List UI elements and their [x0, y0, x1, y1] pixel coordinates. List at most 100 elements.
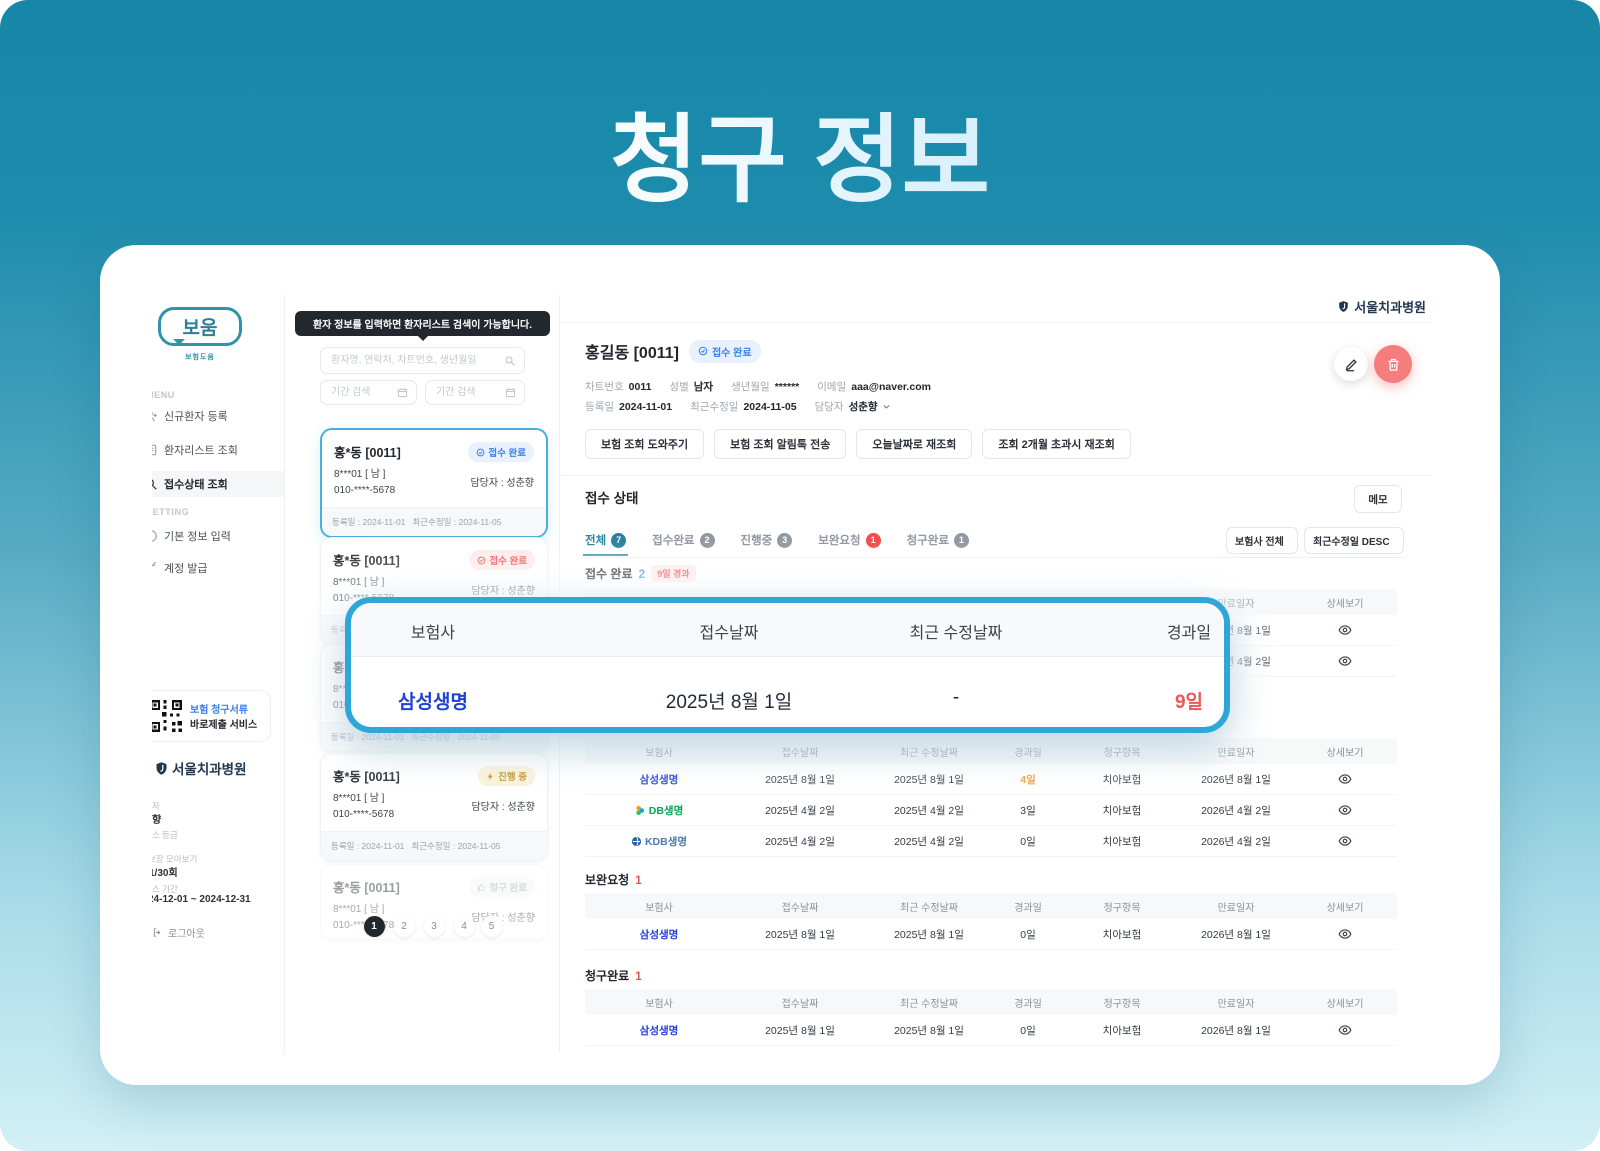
chevron-down-icon	[883, 405, 890, 409]
callout-header	[351, 603, 1224, 657]
detail-view-button[interactable]	[1293, 927, 1397, 941]
search-input[interactable]	[329, 354, 500, 367]
edit-button[interactable]	[1334, 347, 1368, 381]
sidebar-item-basic-info[interactable]: 기본 정보 입력	[152, 523, 284, 549]
eye-icon	[1338, 929, 1352, 939]
sort-dropdown[interactable]: 최근수정일 DESC	[1304, 527, 1404, 554]
hospital-brand-label: 서울치과병원	[1354, 300, 1426, 315]
memo-button[interactable]: 메모	[1354, 485, 1402, 513]
tab-claim-complete[interactable]: 청구완료 1	[907, 532, 969, 548]
tab-all[interactable]: 전체 7	[582, 532, 629, 556]
page-button-4[interactable]: 4	[453, 916, 475, 937]
logout-icon	[153, 928, 161, 937]
callout-elapsed-days: 9일	[1174, 692, 1204, 713]
detail-view-button[interactable]	[1293, 803, 1397, 817]
sidebar-item-reception-status[interactable]: 접수상태 조회	[152, 471, 284, 497]
patient-rrn: 8***01 [ 남 ]	[334, 469, 386, 480]
date-to-input[interactable]	[434, 386, 501, 399]
page-button-1[interactable]: 1	[363, 916, 385, 937]
requery-over-2months-button[interactable]: 조회 2개월 초과시 재조회	[982, 429, 1131, 459]
detail-view-button[interactable]	[1293, 834, 1397, 848]
table-row: 삼성생명 2025년 8월 1일 2025년 8월 1일 0일 치아보험 202…	[585, 1015, 1397, 1046]
key-icon	[152, 561, 157, 567]
tabs-divider	[585, 557, 1404, 558]
tab-reception-complete[interactable]: 접수완료 2	[652, 532, 715, 548]
qr-card-subtitle: 바로제출 서비스	[190, 720, 258, 731]
insurer-filter-dropdown[interactable]: 보험사 전체	[1226, 527, 1298, 554]
hospital-brand: 서울치과병원	[1337, 297, 1426, 316]
patient-header-name: 홍길동 [0011]	[585, 345, 679, 362]
patient-card[interactable]: 홍*동 [0011] 8***01 [ 남 ] 010-****-5678 진행…	[320, 753, 548, 861]
status-tabs: 전체 7 접수완료 2 진행중 3 보완요청 1 청구완료 1	[582, 525, 969, 556]
patient-manager: 담당자 : 성춘향	[471, 802, 535, 813]
elapsed-badge: 9일 경과	[651, 565, 696, 582]
hospital-shield-icon	[1339, 301, 1349, 312]
profile-label: 자	[152, 801, 160, 811]
table-row: DB생명 2025년 4월 2일 2025년 4월 2일 3일 치아보험 202…	[585, 795, 1397, 826]
tab-in-progress[interactable]: 진행중 3	[741, 532, 793, 548]
thumbs-up-icon	[478, 883, 485, 891]
sidebar-setting-label: SETTING	[152, 507, 190, 517]
date-from-field[interactable]	[320, 380, 417, 405]
detail-view-button[interactable]	[1293, 623, 1397, 637]
patient-header: 홍길동 [0011] 접수 완료	[585, 339, 761, 363]
page-title: 청구 정보	[0, 82, 1600, 221]
check-circle-icon	[698, 346, 708, 356]
patient-rrn: 8***01 [ 남 ]	[333, 904, 385, 915]
eye-icon	[1338, 805, 1352, 815]
sidebar-item-label: 환자리스트 조회	[164, 445, 238, 457]
date-from-input[interactable]	[329, 386, 393, 399]
section-header-reception-complete: 접수 완료 2 9일 경과	[585, 565, 696, 582]
logout-button[interactable]: 로그아웃	[152, 925, 205, 940]
patient-name: 홍*동 [0011]	[333, 881, 400, 895]
callout-column: 보험사	[410, 625, 456, 642]
date-to-field[interactable]	[425, 380, 525, 405]
requery-today-button[interactable]: 오늘날짜로 재조회	[856, 429, 973, 459]
sidebar-item-label: 접수상태 조회	[164, 479, 228, 491]
tab-supplement-request[interactable]: 보완요청 1	[818, 532, 881, 548]
detail-view-button[interactable]	[1293, 654, 1397, 668]
profile-label: 스 등급	[152, 830, 178, 840]
delete-button[interactable]	[1374, 345, 1412, 383]
patient-rrn: 8***01 [ 남 ]	[333, 793, 385, 804]
insurance-lookup-alimtalk-button[interactable]: 보험 조회 알림톡 전송	[714, 429, 847, 459]
list-icon	[152, 444, 157, 456]
sidebar-item-account-issue[interactable]: 계정 발급	[152, 555, 284, 581]
table-row: 삼성생명 2025년 8월 1일 2025년 8월 1일 4일 치아보험 202…	[585, 764, 1397, 795]
manager-select[interactable]: 담당자 성춘향	[815, 399, 891, 414]
detail-view-button[interactable]	[1293, 1023, 1397, 1037]
page-button-5[interactable]: 5	[481, 916, 502, 937]
page-button-2[interactable]: 2	[393, 916, 415, 937]
sidebar-item-new-patient[interactable]: 신규환자 등록	[152, 403, 284, 429]
page-button-3[interactable]: 3	[423, 916, 445, 937]
claim-complete-table: 보험사 접수날짜 최근 수정날짜 경과일 청구항목 만료일자 상세보기 삼성생명 2025년…	[585, 989, 1397, 1046]
pagination: 1 2 3 4	[320, 916, 548, 937]
qr-submit-card[interactable]: 보험 청구서류 바로제출 서비스	[152, 690, 271, 742]
patient-header-status-badge: 접수 완료	[688, 339, 761, 363]
patient-search-field[interactable]	[320, 347, 525, 374]
eye-icon	[1338, 656, 1352, 666]
app-logo-subtitle: 보험도움	[185, 354, 215, 361]
status-badge: 접수 완료	[469, 550, 535, 570]
callout-modified-date: -	[952, 687, 960, 708]
hospital-shield-icon	[156, 761, 167, 775]
callout-column: 경과일	[1166, 625, 1212, 642]
section-header-supplement-request: 보완요청 1	[585, 872, 642, 888]
calendar-icon	[505, 388, 516, 398]
profile-value: 향	[152, 815, 162, 826]
db-life-logo	[636, 805, 644, 815]
insurance-lookup-help-button[interactable]: 보험 조회 도와주기	[585, 429, 705, 459]
patient-rrn: 8***01 [ 남 ]	[333, 577, 385, 588]
patient-card[interactable]: 홍*동 [0011] 8***01 [ 남 ] 010-****-5678 접수…	[320, 428, 548, 538]
bolt-icon	[487, 772, 493, 780]
sidebar-item-patient-list[interactable]: 환자리스트 조회	[152, 437, 284, 463]
sidebar-item-label: 신규환자 등록	[164, 411, 228, 423]
patient-name: 홍*동 [0011]	[333, 770, 400, 784]
status-badge: 진행 중	[478, 766, 535, 786]
detail-view-button[interactable]	[1293, 772, 1397, 786]
